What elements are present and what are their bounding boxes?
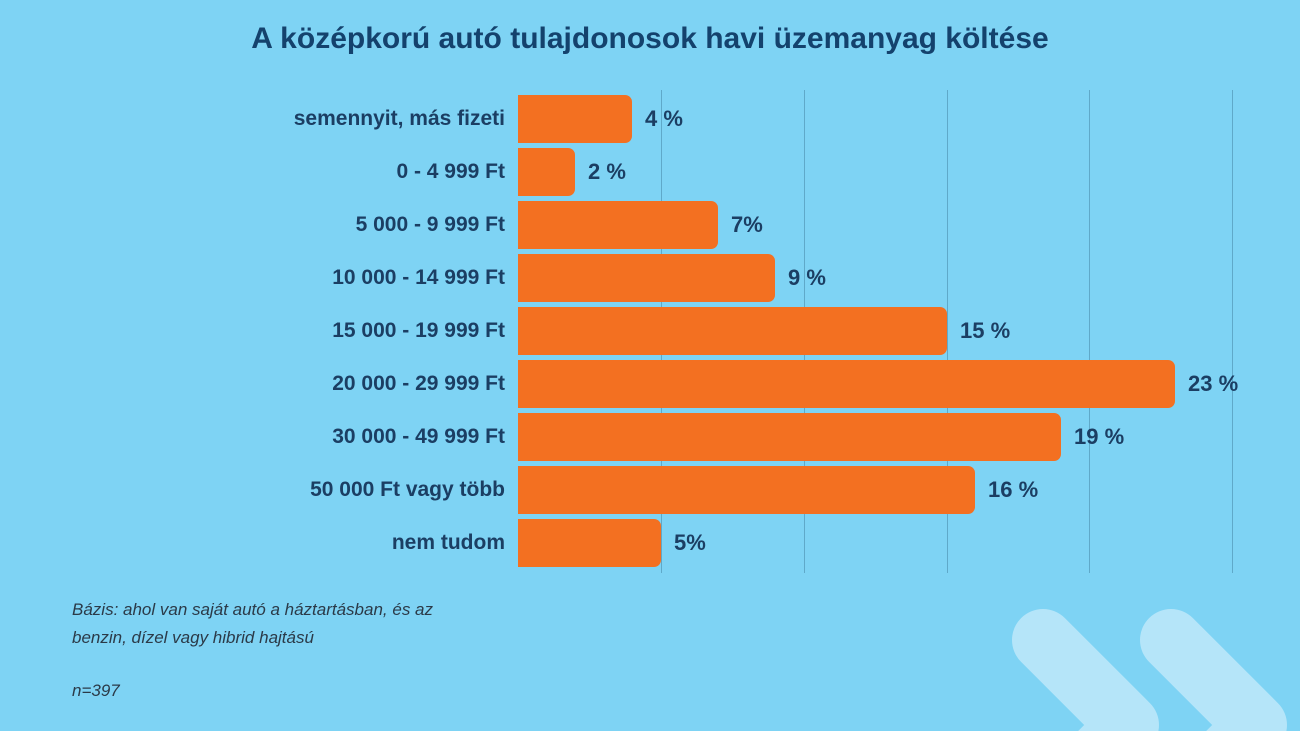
bar-row: 15 000 - 19 999 Ft 15 % [0, 307, 1300, 355]
bar-track: 5% [518, 519, 1300, 567]
bar-track: 19 % [518, 413, 1300, 461]
category-label: semennyit, más fizeti [293, 107, 505, 130]
bar-row: 0 - 4 999 Ft 2 % [0, 148, 1300, 196]
gridline [1232, 90, 1233, 573]
bar-track: 15 % [518, 307, 1300, 355]
category-label: 50 000 Ft vagy több [310, 478, 505, 501]
bar-track: 16 % [518, 466, 1300, 514]
category-label: 0 - 4 999 Ft [396, 160, 505, 183]
category-label: 30 000 - 49 999 Ft [332, 425, 505, 448]
bar-row: 50 000 Ft vagy több 16 % [0, 466, 1300, 514]
category-label: nem tudom [391, 531, 505, 554]
gridline [1089, 90, 1090, 573]
bar-track: 23 % [518, 360, 1300, 408]
chart-title: A középkorú autó tulajdonosok havi üzema… [251, 22, 1049, 55]
gridline [947, 90, 948, 573]
bar [518, 95, 632, 143]
bar-track: 4 % [518, 95, 1300, 143]
bar [518, 413, 1061, 461]
bar-row: 30 000 - 49 999 Ft 19 % [0, 413, 1300, 461]
bar-row: 5 000 - 9 999 Ft 7% [0, 201, 1300, 249]
category-label: 15 000 - 19 999 Ft [332, 319, 505, 342]
value-label: 16 % [988, 477, 1039, 502]
bar [518, 466, 975, 514]
value-label: 23 % [1188, 371, 1239, 396]
bar [518, 148, 575, 196]
value-label: 19 % [1074, 424, 1125, 449]
category-label: 20 000 - 29 999 Ft [332, 372, 505, 395]
value-label: 15 % [960, 318, 1011, 343]
value-label: 4 % [645, 106, 683, 131]
base-note-line2: benzin, dízel vagy hibrid hajtású [72, 628, 314, 647]
base-note-line1: Bázis: ahol van saját autó a háztartásba… [72, 600, 434, 619]
sample-size: n=397 [72, 681, 120, 700]
bar [518, 519, 661, 567]
bar-row: semennyit, más fizeti 4 % [0, 95, 1300, 143]
value-label: 9 % [788, 265, 826, 290]
bar-track: 7% [518, 201, 1300, 249]
bar-row: 10 000 - 14 999 Ft 9 % [0, 254, 1300, 302]
category-label: 5 000 - 9 999 Ft [355, 213, 505, 236]
bar-row: nem tudom 5% [0, 519, 1300, 567]
bar-track: 9 % [518, 254, 1300, 302]
value-label: 7% [731, 212, 763, 237]
bar [518, 360, 1175, 408]
bar-track: 2 % [518, 148, 1300, 196]
bar [518, 254, 775, 302]
value-label: 5% [674, 530, 706, 555]
category-label: 10 000 - 14 999 Ft [332, 266, 505, 289]
bar-chart: semennyit, más fizeti 4 % 0 - 4 999 Ft 2… [0, 95, 1300, 567]
bar-row: 20 000 - 29 999 Ft 23 % [0, 360, 1300, 408]
value-label: 2 % [588, 159, 626, 184]
base-note: Bázis: ahol van saját autó a háztartásba… [72, 596, 433, 705]
bar [518, 307, 947, 355]
bar [518, 201, 718, 249]
